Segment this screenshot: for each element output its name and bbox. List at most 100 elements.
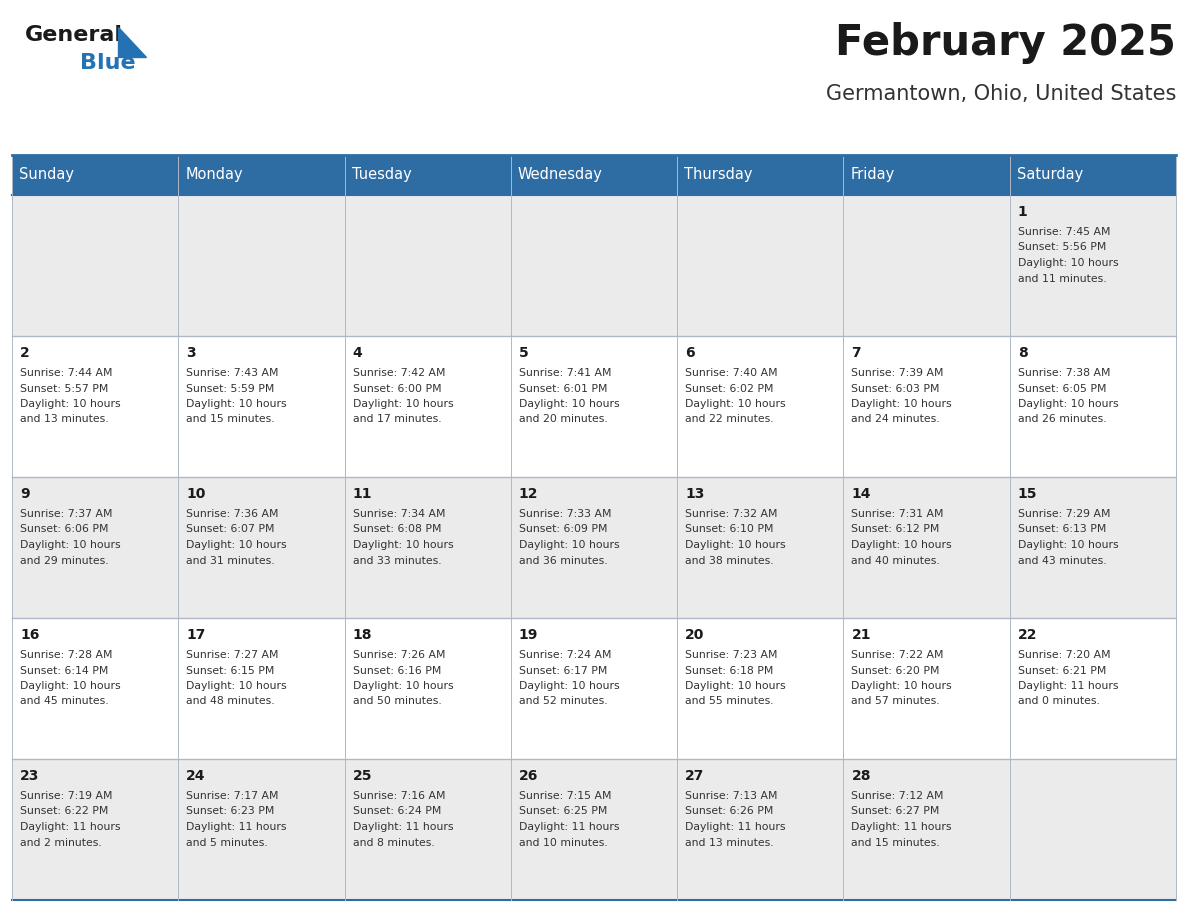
Text: Sunrise: 7:12 AM: Sunrise: 7:12 AM bbox=[852, 791, 944, 801]
Text: Wednesday: Wednesday bbox=[518, 167, 602, 183]
Text: 13: 13 bbox=[685, 487, 704, 501]
Text: Sunrise: 7:29 AM: Sunrise: 7:29 AM bbox=[1018, 509, 1111, 519]
Text: Sunrise: 7:44 AM: Sunrise: 7:44 AM bbox=[20, 368, 113, 378]
Text: Sunrise: 7:13 AM: Sunrise: 7:13 AM bbox=[685, 791, 778, 801]
Text: 4: 4 bbox=[353, 346, 362, 360]
Text: Sunset: 6:24 PM: Sunset: 6:24 PM bbox=[353, 807, 441, 816]
Text: 25: 25 bbox=[353, 769, 372, 783]
Text: Sunrise: 7:45 AM: Sunrise: 7:45 AM bbox=[1018, 227, 1111, 237]
Text: Daylight: 10 hours: Daylight: 10 hours bbox=[1018, 399, 1118, 409]
Text: 19: 19 bbox=[519, 628, 538, 642]
Text: and 50 minutes.: and 50 minutes. bbox=[353, 697, 441, 707]
Bar bbox=[511, 759, 677, 900]
Bar bbox=[843, 477, 1010, 618]
Text: Sunset: 6:25 PM: Sunset: 6:25 PM bbox=[519, 807, 607, 816]
Text: and 0 minutes.: and 0 minutes. bbox=[1018, 697, 1100, 707]
Text: 18: 18 bbox=[353, 628, 372, 642]
Text: Blue: Blue bbox=[80, 53, 135, 73]
Text: 22: 22 bbox=[1018, 628, 1037, 642]
Text: and 29 minutes.: and 29 minutes. bbox=[20, 555, 108, 565]
Text: Thursday: Thursday bbox=[684, 167, 753, 183]
Text: Daylight: 10 hours: Daylight: 10 hours bbox=[519, 399, 619, 409]
Text: Sunrise: 7:31 AM: Sunrise: 7:31 AM bbox=[852, 509, 944, 519]
Text: and 22 minutes.: and 22 minutes. bbox=[685, 415, 773, 424]
Text: and 11 minutes.: and 11 minutes. bbox=[1018, 274, 1106, 284]
Text: 23: 23 bbox=[20, 769, 39, 783]
Text: Sunset: 6:08 PM: Sunset: 6:08 PM bbox=[353, 524, 441, 534]
Bar bbox=[345, 336, 511, 477]
Text: Sunset: 6:00 PM: Sunset: 6:00 PM bbox=[353, 384, 441, 394]
Text: Sunset: 6:06 PM: Sunset: 6:06 PM bbox=[20, 524, 108, 534]
Text: 8: 8 bbox=[1018, 346, 1028, 360]
Text: Sunrise: 7:34 AM: Sunrise: 7:34 AM bbox=[353, 509, 446, 519]
Text: Sunset: 6:02 PM: Sunset: 6:02 PM bbox=[685, 384, 773, 394]
Bar bbox=[178, 195, 345, 336]
Text: Sunset: 5:56 PM: Sunset: 5:56 PM bbox=[1018, 242, 1106, 252]
Text: Sunset: 6:05 PM: Sunset: 6:05 PM bbox=[1018, 384, 1106, 394]
Text: Sunset: 6:27 PM: Sunset: 6:27 PM bbox=[852, 807, 940, 816]
Bar bbox=[12, 155, 1176, 195]
Text: Daylight: 10 hours: Daylight: 10 hours bbox=[519, 540, 619, 550]
Text: and 52 minutes.: and 52 minutes. bbox=[519, 697, 607, 707]
Text: 16: 16 bbox=[20, 628, 39, 642]
Text: 27: 27 bbox=[685, 769, 704, 783]
Text: Sunrise: 7:43 AM: Sunrise: 7:43 AM bbox=[187, 368, 279, 378]
Text: Sunrise: 7:37 AM: Sunrise: 7:37 AM bbox=[20, 509, 113, 519]
Text: Sunset: 6:07 PM: Sunset: 6:07 PM bbox=[187, 524, 274, 534]
Bar bbox=[511, 336, 677, 477]
Text: Daylight: 10 hours: Daylight: 10 hours bbox=[685, 540, 785, 550]
Text: Daylight: 10 hours: Daylight: 10 hours bbox=[353, 399, 453, 409]
Text: and 5 minutes.: and 5 minutes. bbox=[187, 837, 268, 847]
Text: and 55 minutes.: and 55 minutes. bbox=[685, 697, 773, 707]
Text: and 8 minutes.: and 8 minutes. bbox=[353, 837, 435, 847]
Text: Sunrise: 7:27 AM: Sunrise: 7:27 AM bbox=[187, 650, 279, 660]
Bar bbox=[843, 759, 1010, 900]
Text: Sunrise: 7:32 AM: Sunrise: 7:32 AM bbox=[685, 509, 778, 519]
Text: Sunrise: 7:33 AM: Sunrise: 7:33 AM bbox=[519, 509, 612, 519]
Text: Daylight: 11 hours: Daylight: 11 hours bbox=[1018, 681, 1118, 691]
Bar bbox=[511, 618, 677, 759]
Bar bbox=[677, 759, 843, 900]
Text: Sunset: 6:12 PM: Sunset: 6:12 PM bbox=[852, 524, 940, 534]
Bar bbox=[12, 618, 178, 759]
Text: Daylight: 10 hours: Daylight: 10 hours bbox=[852, 399, 952, 409]
Text: and 43 minutes.: and 43 minutes. bbox=[1018, 555, 1106, 565]
Text: Sunrise: 7:39 AM: Sunrise: 7:39 AM bbox=[852, 368, 944, 378]
Text: Germantown, Ohio, United States: Germantown, Ohio, United States bbox=[826, 84, 1176, 104]
Text: Sunrise: 7:19 AM: Sunrise: 7:19 AM bbox=[20, 791, 113, 801]
Text: February 2025: February 2025 bbox=[835, 22, 1176, 64]
Text: and 31 minutes.: and 31 minutes. bbox=[187, 555, 274, 565]
Text: Sunrise: 7:28 AM: Sunrise: 7:28 AM bbox=[20, 650, 113, 660]
Text: Sunset: 6:15 PM: Sunset: 6:15 PM bbox=[187, 666, 274, 676]
Bar bbox=[178, 336, 345, 477]
Text: Sunset: 6:03 PM: Sunset: 6:03 PM bbox=[852, 384, 940, 394]
Text: Sunset: 6:18 PM: Sunset: 6:18 PM bbox=[685, 666, 773, 676]
Text: Daylight: 10 hours: Daylight: 10 hours bbox=[20, 681, 121, 691]
Bar bbox=[677, 195, 843, 336]
Text: and 38 minutes.: and 38 minutes. bbox=[685, 555, 773, 565]
Bar bbox=[1010, 195, 1176, 336]
Text: Daylight: 11 hours: Daylight: 11 hours bbox=[187, 822, 286, 832]
Bar bbox=[12, 477, 178, 618]
Text: Daylight: 10 hours: Daylight: 10 hours bbox=[353, 540, 453, 550]
Text: Daylight: 11 hours: Daylight: 11 hours bbox=[20, 822, 120, 832]
Text: and 57 minutes.: and 57 minutes. bbox=[852, 697, 940, 707]
Text: Daylight: 10 hours: Daylight: 10 hours bbox=[685, 681, 785, 691]
Text: Sunset: 6:01 PM: Sunset: 6:01 PM bbox=[519, 384, 607, 394]
Text: and 17 minutes.: and 17 minutes. bbox=[353, 415, 441, 424]
Bar bbox=[1010, 477, 1176, 618]
Text: Sunset: 6:17 PM: Sunset: 6:17 PM bbox=[519, 666, 607, 676]
Text: 10: 10 bbox=[187, 487, 206, 501]
Text: Sunset: 6:10 PM: Sunset: 6:10 PM bbox=[685, 524, 773, 534]
Bar bbox=[843, 336, 1010, 477]
Text: 11: 11 bbox=[353, 487, 372, 501]
Text: Daylight: 10 hours: Daylight: 10 hours bbox=[187, 540, 287, 550]
Text: Sunrise: 7:16 AM: Sunrise: 7:16 AM bbox=[353, 791, 446, 801]
Bar bbox=[843, 195, 1010, 336]
Text: Sunrise: 7:17 AM: Sunrise: 7:17 AM bbox=[187, 791, 279, 801]
Text: and 24 minutes.: and 24 minutes. bbox=[852, 415, 940, 424]
Text: 26: 26 bbox=[519, 769, 538, 783]
Text: 20: 20 bbox=[685, 628, 704, 642]
Bar bbox=[1010, 759, 1176, 900]
Text: Saturday: Saturday bbox=[1017, 167, 1083, 183]
